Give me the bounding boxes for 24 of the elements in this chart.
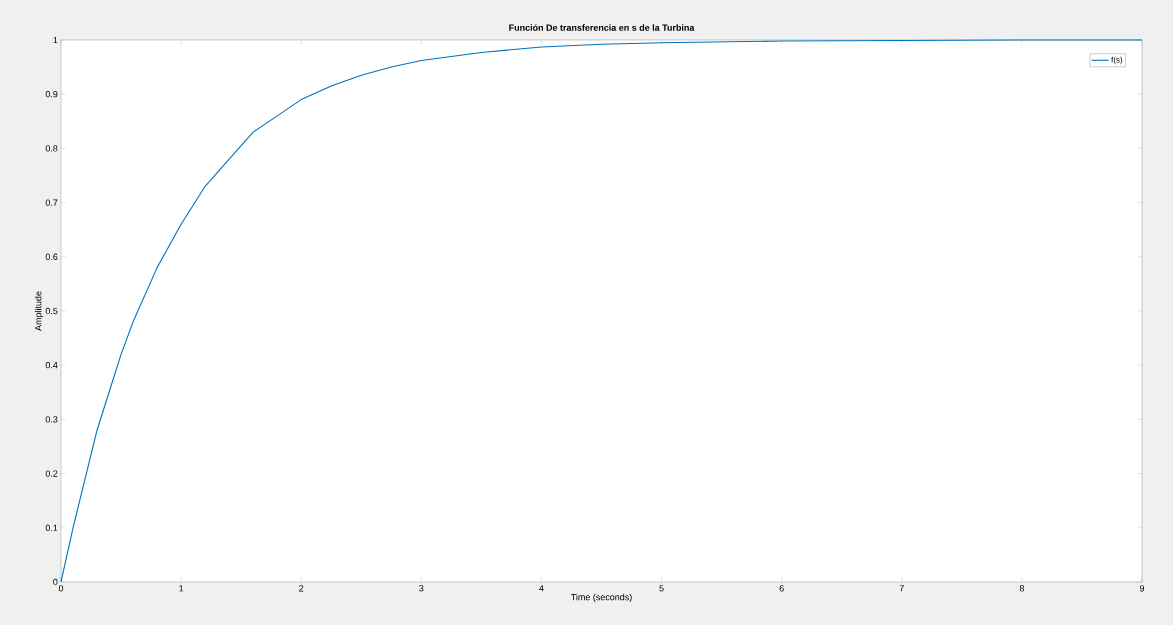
x-tick-label: 5 [659, 585, 664, 592]
x-tick-label: 9 [1139, 585, 1145, 592]
y-axis-title: Amplitude [34, 291, 44, 331]
y-tick-label: 0.6 [45, 253, 58, 260]
x-tick-label: 4 [539, 585, 544, 592]
y-tick-label: 0.3 [45, 416, 58, 423]
x-tick-label: 2 [299, 585, 304, 592]
y-tick-label: 1 [53, 36, 58, 44]
y-tick-label: 0.2 [45, 470, 58, 477]
y-tick-label: 0.5 [45, 307, 58, 315]
y-tick-label: 0.1 [45, 524, 58, 531]
y-tick-label: 0.4 [45, 362, 58, 369]
y-tick-label: 0.8 [45, 145, 58, 152]
x-tick-label: 3 [419, 585, 424, 592]
x-tick-label: 6 [779, 585, 784, 592]
chart-title: Función De transferencia en s de la Turbina [509, 24, 695, 31]
x-axis-title: Time (seconds) [570, 593, 632, 603]
y-tick-label: 0.9 [45, 91, 58, 98]
x-tick-label: 1 [179, 585, 184, 592]
x-tick-label: 7 [899, 585, 904, 592]
y-tick-label: 0.7 [45, 199, 58, 206]
x-tick-label: 0 [58, 585, 64, 592]
y-tick-label: 0 [53, 578, 58, 586]
x-tick-label: 8 [1019, 585, 1024, 592]
